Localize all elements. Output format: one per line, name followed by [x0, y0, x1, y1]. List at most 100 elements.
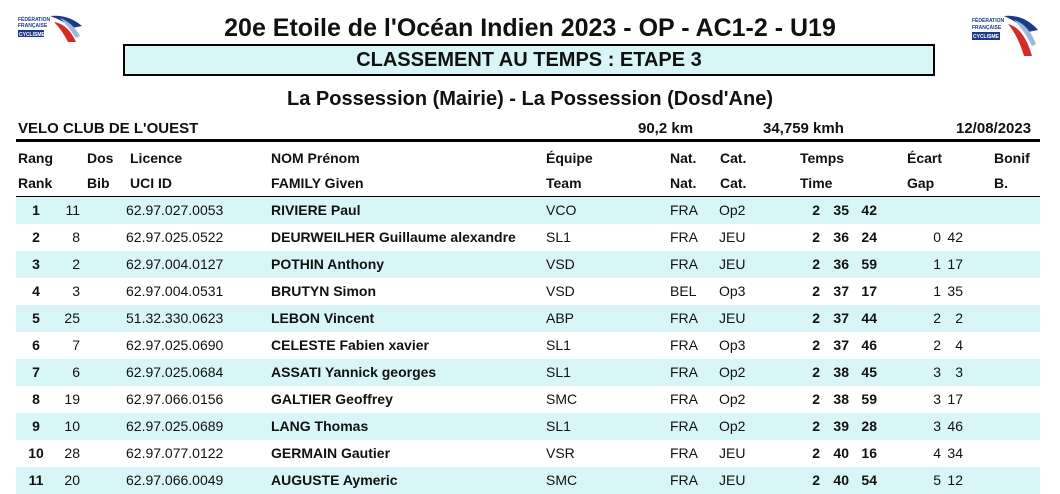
rider-name: LEBON Vincent	[271, 310, 375, 326]
col-nom: NOM Prénom	[271, 150, 360, 166]
gap-seconds: 3	[955, 364, 963, 380]
rider-licence: 51.32.330.0623	[126, 310, 224, 326]
rider-team: SL1	[546, 229, 571, 245]
time-hours: 2	[812, 310, 820, 326]
time-seconds: 28	[861, 418, 877, 434]
header-rule	[16, 139, 1040, 142]
rider-rank: 10	[28, 445, 44, 461]
rider-rank: 11	[28, 472, 44, 488]
organizer-name: VELO CLUB DE L'OUEST	[18, 120, 199, 137]
col-family-given: FAMILY Given	[271, 175, 364, 191]
table-row: 9 10 62.97.025.0689 LANG Thomas SL1 FRA Op2 2 39…	[16, 413, 1040, 440]
svg-text:CYCLISME: CYCLISME	[973, 34, 1000, 40]
rider-bib: 11	[65, 202, 80, 218]
time-hours: 2	[812, 472, 820, 488]
gap-minutes: 2	[933, 337, 941, 353]
rider-rank: 6	[32, 337, 40, 353]
rider-bib: 20	[64, 472, 80, 488]
stage-distance: 90,2 km	[638, 120, 694, 137]
svg-text:FÉDÉRATION: FÉDÉRATION	[18, 15, 51, 23]
info-bar: VELO CLUB DE L'OUEST 90,2 km 34,759 kmh …	[16, 118, 1040, 138]
time-minutes: 35	[833, 202, 849, 218]
gap-minutes: 0	[933, 229, 941, 245]
rider-team: VSD	[546, 256, 575, 272]
col-ecart: Écart	[907, 150, 943, 166]
gap-seconds: 17	[947, 391, 963, 407]
rider-name: BRUTYN Simon	[271, 283, 376, 299]
rider-category: JEU	[719, 229, 746, 245]
average-speed: 34,759 kmh	[763, 120, 844, 137]
rider-rank: 7	[32, 364, 40, 380]
rider-licence: 62.97.066.0156	[126, 391, 224, 407]
rider-rank: 4	[32, 283, 40, 299]
page-title: 20e Etoile de l'Océan Indien 2023 - OP -…	[224, 14, 836, 42]
time-minutes: 37	[833, 283, 849, 299]
rider-team: VSD	[546, 283, 575, 299]
table-row: 8 19 62.97.066.0156 GALTIER Geoffrey SMC FRA O…	[16, 386, 1040, 413]
col-dos: Dos	[87, 150, 114, 166]
rider-category: JEU	[719, 445, 746, 461]
rider-nationality: FRA	[670, 472, 698, 488]
time-hours: 2	[812, 391, 820, 407]
gap-seconds: 34	[947, 445, 963, 461]
rider-name: DEURWEILHER Guillaume alexandre	[271, 229, 516, 245]
time-hours: 2	[812, 229, 820, 245]
rider-team: ABP	[546, 310, 575, 326]
time-hours: 2	[812, 202, 820, 218]
col-bonus: B.	[994, 175, 1008, 191]
time-seconds: 59	[861, 391, 877, 407]
rider-nationality: FRA	[670, 364, 698, 380]
col-licence: Licence	[130, 150, 183, 166]
rider-name: LANG Thomas	[271, 418, 369, 434]
time-seconds: 42	[861, 202, 877, 218]
rider-bib: 7	[72, 337, 80, 353]
rider-nationality: FRA	[670, 337, 698, 353]
time-minutes: 36	[833, 256, 849, 272]
gap-seconds: 2	[955, 310, 963, 326]
rider-licence: 62.97.025.0690	[126, 337, 224, 353]
table-row: 10 28 62.97.077.0122 GERMAIN Gautier VSR FRA J…	[16, 440, 1040, 467]
rider-nationality: FRA	[670, 310, 698, 326]
gap-minutes: 3	[933, 418, 941, 434]
results-table: 1 11 62.97.027.0053 RIVIERE Paul VCO FRA Op2 2 3…	[16, 197, 1040, 494]
time-minutes: 37	[833, 337, 849, 353]
rider-nationality: FRA	[670, 445, 698, 461]
time-minutes: 36	[833, 229, 849, 245]
rider-category: JEU	[719, 310, 746, 326]
svg-text:FRANÇAISE: FRANÇAISE	[972, 25, 1002, 31]
col-rank: Rank	[18, 175, 53, 191]
rider-name: RIVIERE Paul	[271, 202, 361, 218]
col-gap: Gap	[907, 175, 935, 191]
time-hours: 2	[812, 283, 820, 299]
rider-bib: 3	[72, 283, 80, 299]
time-seconds: 59	[861, 256, 877, 272]
rider-category: JEU	[719, 472, 746, 488]
gap-minutes: 2	[933, 310, 941, 326]
rider-licence: 62.97.004.0531	[126, 283, 224, 299]
rider-licence: 62.97.025.0522	[126, 229, 224, 245]
time-hours: 2	[812, 445, 820, 461]
rider-rank: 1	[32, 202, 40, 218]
rider-bib: 6	[72, 364, 80, 380]
table-row: 2 8 62.97.025.0522 DEURWEILHER Guillaume al…	[16, 224, 1040, 251]
table-row: 5 25 51.32.330.0623 LEBON Vincent ABP FRA JEU 2…	[16, 305, 1040, 332]
rider-bib: 10	[64, 418, 80, 434]
time-hours: 2	[812, 364, 820, 380]
col-team: Team	[546, 175, 582, 191]
table-row: 4 3 62.97.004.0531 BRUTYN Simon VSD BEL Op3 2 37…	[16, 278, 1040, 305]
gap-minutes: 3	[933, 364, 941, 380]
gap-seconds: 12	[947, 472, 963, 488]
rider-category: Op2	[719, 364, 746, 380]
time-hours: 2	[812, 256, 820, 272]
rider-rank: 2	[32, 229, 40, 245]
time-minutes: 38	[833, 364, 849, 380]
col-nat: Nat.	[670, 150, 697, 166]
rider-rank: 5	[32, 310, 40, 326]
rider-category: Op2	[719, 202, 746, 218]
gap-minutes: 1	[933, 283, 941, 299]
federation-logo-left: FÉDÉRATION FRANÇAISE CYCLISME	[18, 15, 82, 42]
rider-bib: 28	[64, 445, 80, 461]
rider-licence: 62.97.025.0684	[126, 364, 224, 380]
rider-team: SL1	[546, 418, 571, 434]
gap-minutes: 3	[933, 391, 941, 407]
